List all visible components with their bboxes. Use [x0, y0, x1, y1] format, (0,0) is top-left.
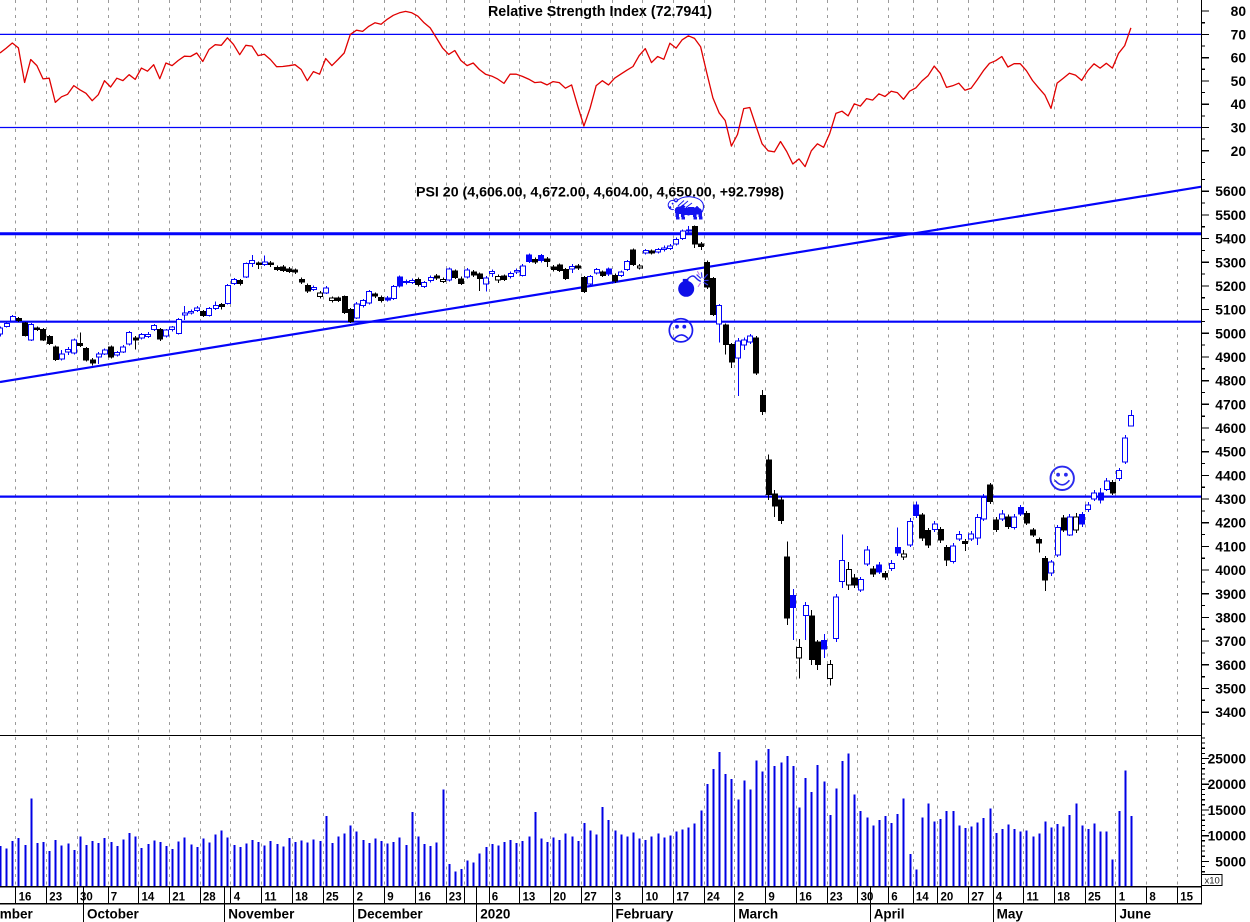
- svg-text:27: 27: [584, 891, 597, 903]
- svg-text:June: June: [1120, 907, 1152, 922]
- svg-text:23: 23: [49, 891, 62, 903]
- svg-text:2: 2: [357, 891, 363, 903]
- svg-text:24: 24: [707, 891, 720, 903]
- svg-text:50: 50: [1231, 74, 1247, 89]
- svg-text:4400: 4400: [1215, 468, 1246, 483]
- svg-text:Relative Strength Index (72.79: Relative Strength Index (72.7941): [488, 4, 712, 20]
- svg-text:4000: 4000: [1215, 563, 1246, 578]
- svg-text:4900: 4900: [1215, 350, 1246, 365]
- svg-text:20: 20: [941, 891, 954, 903]
- svg-text:5400: 5400: [1215, 232, 1246, 247]
- svg-text:20: 20: [1231, 144, 1247, 159]
- svg-text:2020: 2020: [480, 907, 510, 922]
- svg-text:4700: 4700: [1215, 397, 1246, 412]
- svg-text:April: April: [874, 907, 905, 922]
- svg-text:4200: 4200: [1215, 516, 1246, 531]
- svg-text:4300: 4300: [1215, 492, 1246, 507]
- svg-text:23: 23: [830, 891, 843, 903]
- svg-text:7: 7: [111, 891, 117, 903]
- svg-text:6: 6: [891, 891, 897, 903]
- svg-text:15000: 15000: [1208, 803, 1247, 818]
- svg-text:30: 30: [80, 891, 93, 903]
- svg-text:3400: 3400: [1215, 705, 1246, 720]
- svg-text:30: 30: [861, 891, 874, 903]
- svg-text:5500: 5500: [1215, 208, 1246, 223]
- svg-text:20000: 20000: [1208, 777, 1247, 792]
- svg-text:8: 8: [1149, 891, 1156, 903]
- svg-text:4600: 4600: [1215, 421, 1246, 436]
- svg-text:5100: 5100: [1215, 303, 1246, 318]
- svg-text:May: May: [997, 907, 1024, 922]
- svg-text:3: 3: [615, 891, 621, 903]
- svg-text:October: October: [87, 907, 140, 922]
- svg-text:40: 40: [1231, 97, 1247, 112]
- svg-text:4: 4: [234, 891, 241, 903]
- svg-text:9: 9: [387, 891, 393, 903]
- svg-text:10000: 10000: [1208, 829, 1247, 844]
- svg-text:3900: 3900: [1215, 587, 1246, 602]
- svg-text:9: 9: [768, 891, 774, 903]
- svg-text:4500: 4500: [1215, 445, 1246, 460]
- svg-text:10: 10: [646, 891, 659, 903]
- svg-text:September: September: [0, 907, 34, 922]
- svg-text:2: 2: [738, 891, 744, 903]
- svg-text:14: 14: [142, 891, 155, 903]
- svg-text:15: 15: [1180, 891, 1193, 903]
- svg-text:14: 14: [916, 891, 929, 903]
- svg-text:March: March: [738, 907, 778, 922]
- svg-text:13: 13: [523, 891, 536, 903]
- svg-text:23: 23: [449, 891, 462, 903]
- svg-text:16: 16: [418, 891, 431, 903]
- svg-text:4100: 4100: [1215, 539, 1246, 554]
- svg-text:30: 30: [1231, 121, 1247, 136]
- svg-text:5000: 5000: [1215, 326, 1246, 341]
- svg-text:21: 21: [172, 891, 185, 903]
- svg-text:27: 27: [971, 891, 984, 903]
- svg-text:80: 80: [1231, 4, 1247, 19]
- svg-text:16: 16: [19, 891, 32, 903]
- svg-text:December: December: [357, 907, 423, 922]
- svg-text:11: 11: [264, 891, 277, 903]
- svg-text:5200: 5200: [1215, 279, 1246, 294]
- svg-text:60: 60: [1231, 51, 1247, 66]
- svg-text:3500: 3500: [1215, 682, 1246, 697]
- svg-text:25: 25: [1088, 891, 1101, 903]
- svg-text:x10: x10: [1205, 876, 1220, 887]
- svg-text:16: 16: [799, 891, 812, 903]
- svg-text:3800: 3800: [1215, 611, 1246, 626]
- svg-text:November: November: [228, 907, 295, 922]
- svg-text:5600: 5600: [1215, 184, 1246, 199]
- svg-text:18: 18: [1057, 891, 1070, 903]
- svg-text:1: 1: [1119, 891, 1126, 903]
- svg-text:70: 70: [1231, 27, 1247, 42]
- svg-text:25000: 25000: [1208, 752, 1247, 767]
- svg-text:25: 25: [326, 891, 339, 903]
- svg-text:18: 18: [295, 891, 308, 903]
- svg-text:6: 6: [492, 891, 498, 903]
- svg-text:PSI 20 (4,606.00, 4,672.00, 4,: PSI 20 (4,606.00, 4,672.00, 4,604.00, 4,…: [416, 185, 784, 201]
- svg-text:3700: 3700: [1215, 634, 1246, 649]
- svg-text:11: 11: [1027, 891, 1040, 903]
- svg-text:4: 4: [996, 891, 1003, 903]
- svg-text:28: 28: [203, 891, 216, 903]
- svg-text:4800: 4800: [1215, 374, 1246, 389]
- svg-text:20: 20: [553, 891, 566, 903]
- svg-text:17: 17: [676, 891, 689, 903]
- svg-text:February: February: [616, 907, 674, 922]
- svg-text:5300: 5300: [1215, 255, 1246, 270]
- svg-text:3600: 3600: [1215, 658, 1246, 673]
- svg-text:5000: 5000: [1215, 854, 1246, 869]
